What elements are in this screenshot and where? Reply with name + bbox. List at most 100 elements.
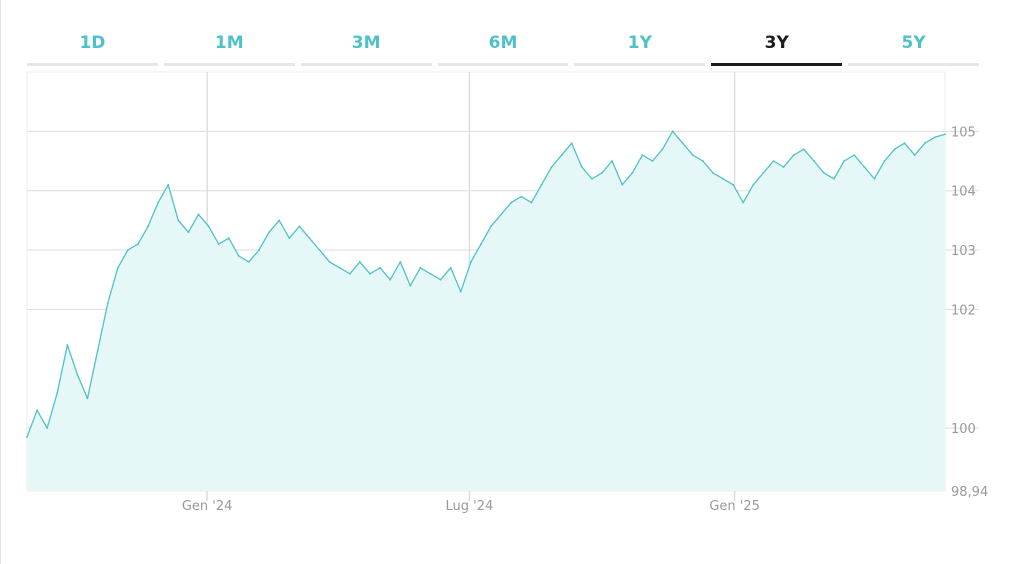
y-tick-label: 105 [951, 125, 976, 140]
data-point [26, 436, 28, 438]
data-point [278, 219, 281, 222]
data-point [893, 148, 896, 151]
data-point [248, 261, 250, 263]
data-point [570, 142, 573, 145]
data-point [56, 391, 59, 394]
data-point [106, 302, 109, 305]
price-chart[interactable]: 100 102 103 104 105 98,94 Gen '24 Lug '24 Gen '2… [1, 66, 1024, 564]
data-point [409, 284, 412, 287]
data-point [298, 225, 301, 228]
data-point [490, 225, 492, 228]
data-point [76, 373, 79, 376]
data-point [843, 160, 845, 162]
data-point [823, 172, 825, 174]
data-point [651, 160, 654, 162]
tab-6m[interactable]: 6M [437, 30, 569, 66]
data-point [752, 183, 755, 186]
data-point [833, 177, 835, 180]
data-point [530, 201, 533, 204]
data-point [560, 154, 563, 156]
data-point [328, 261, 331, 263]
data-point [459, 290, 462, 293]
data-point [268, 231, 270, 234]
data-point [187, 231, 190, 234]
data-point [46, 427, 49, 429]
range-tabs: 1D 1M 3M 6M 1Y 3Y 5Y [27, 30, 979, 66]
data-point [439, 278, 442, 281]
data-point [782, 166, 785, 168]
data-point [449, 266, 452, 269]
data-point [621, 183, 624, 186]
data-point [167, 183, 170, 186]
series-area [27, 131, 945, 492]
data-point [36, 409, 38, 412]
data-point [792, 154, 795, 156]
data-point [510, 201, 513, 204]
y-tick-label: 100 [951, 422, 976, 437]
tab-1d[interactable]: 1D [27, 30, 158, 66]
data-point [611, 160, 613, 162]
data-point [389, 278, 392, 281]
tab-3m[interactable]: 3M [300, 30, 432, 66]
data-point [318, 249, 321, 251]
data-point [429, 272, 432, 275]
tab-3y[interactable]: 3Y [711, 30, 843, 66]
data-point [258, 249, 260, 251]
data-point [580, 166, 583, 168]
data-point [217, 243, 220, 246]
y-tick-label: 102 [951, 303, 976, 318]
data-point [722, 177, 724, 180]
data-point [379, 266, 381, 269]
data-point [712, 172, 714, 174]
data-point [500, 213, 502, 216]
data-point [137, 243, 139, 246]
x-tick-label: Gen '24 [182, 499, 233, 514]
data-point [157, 201, 160, 204]
tab-1y[interactable]: 1Y [574, 30, 706, 66]
x-tick-label: Lug '24 [446, 499, 494, 514]
data-point [883, 160, 886, 162]
y-tick-label: 104 [951, 185, 976, 200]
series-line [26, 130, 946, 438]
data-point [520, 195, 523, 198]
data-point [288, 237, 291, 240]
data-point [934, 136, 936, 139]
data-point [913, 154, 916, 156]
data-point [903, 142, 906, 145]
tab-1m[interactable]: 1M [163, 30, 295, 66]
data-point [923, 142, 926, 145]
data-point [359, 261, 361, 263]
x-tick-label: Gen '25 [709, 499, 760, 514]
data-point [127, 249, 129, 251]
data-point [631, 172, 634, 174]
data-point [601, 172, 603, 174]
data-point [944, 133, 946, 136]
data-point [873, 177, 876, 180]
y-tick-label: 103 [951, 244, 976, 259]
data-point [863, 166, 866, 168]
data-point [147, 225, 150, 228]
data-point [348, 272, 351, 275]
data-point [681, 142, 684, 145]
data-point [702, 160, 704, 162]
data-point [227, 237, 230, 240]
data-point [480, 243, 482, 246]
data-point [550, 166, 553, 168]
data-point [470, 261, 472, 263]
data-point [369, 272, 371, 275]
data-point [540, 183, 543, 186]
data-point [732, 183, 735, 186]
data-point [96, 350, 99, 352]
data-point [691, 154, 694, 156]
data-point [338, 266, 341, 269]
tab-5y[interactable]: 5Y [848, 30, 979, 66]
data-point [86, 397, 89, 400]
data-point [116, 266, 119, 269]
data-point [419, 266, 422, 269]
data-point [661, 148, 664, 151]
data-point [207, 225, 210, 228]
data-point [177, 219, 180, 222]
data-point [671, 130, 674, 133]
data-point [237, 255, 240, 257]
